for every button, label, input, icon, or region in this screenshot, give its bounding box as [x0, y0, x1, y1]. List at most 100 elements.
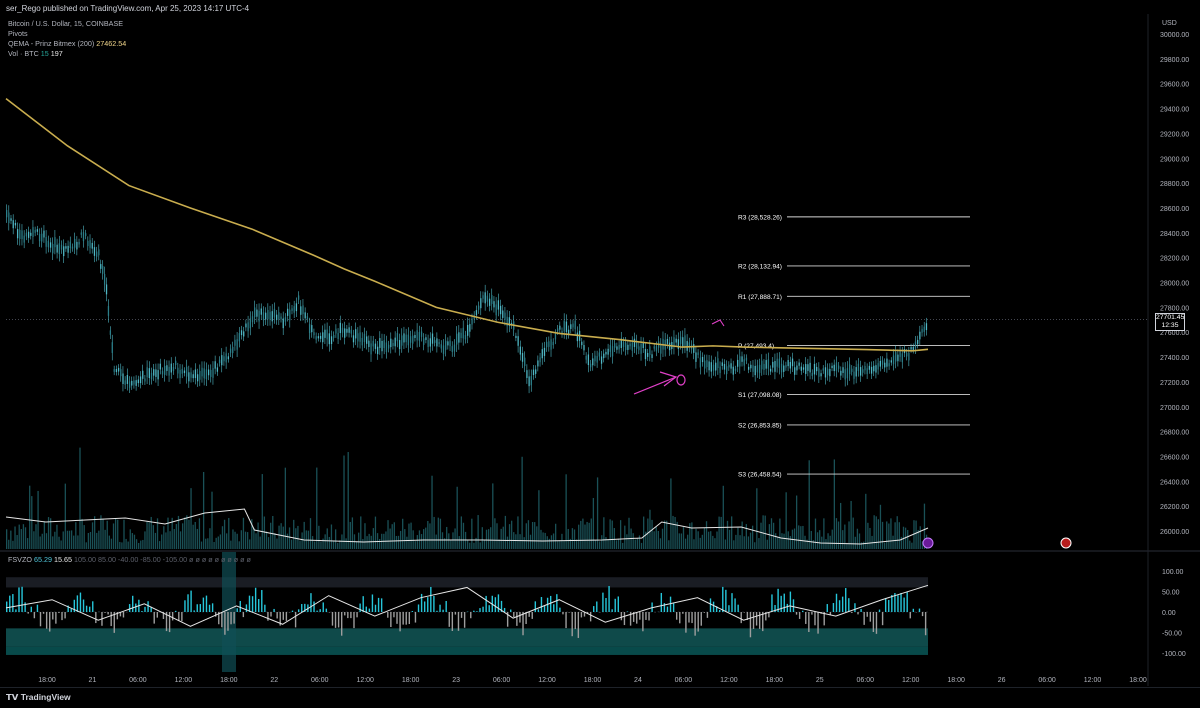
volume-bar [423, 529, 424, 549]
candle-body [829, 369, 830, 376]
volume-bar [771, 518, 772, 549]
osc-histogram-bar [744, 612, 745, 613]
candle-body [759, 365, 760, 373]
osc-histogram-bar [181, 612, 182, 621]
osc-histogram-bar [221, 612, 222, 627]
volume-bar [762, 515, 763, 549]
volume-bar [425, 528, 426, 549]
osc-histogram-bar [479, 608, 480, 612]
candle-body [26, 233, 27, 237]
osc-histogram-bar [412, 611, 413, 612]
osc-histogram-bar [639, 612, 640, 620]
volume-bar [69, 531, 70, 549]
candle-body [605, 352, 606, 354]
volume-bar [521, 457, 522, 549]
volume-bar [102, 519, 103, 549]
volume-bar [364, 523, 365, 549]
volume-bar [876, 516, 877, 549]
osc-histogram-bar [593, 606, 594, 612]
volume-bar [503, 527, 504, 549]
osc-histogram-bar [227, 612, 228, 631]
candle-body [719, 367, 720, 373]
candle-body [410, 336, 411, 343]
volume-bar [467, 540, 468, 549]
osc-histogram-bar [802, 611, 803, 612]
candle-body [886, 359, 887, 367]
volume-bar [532, 522, 533, 549]
osc-histogram-bar [341, 612, 342, 636]
candle-body [247, 322, 248, 331]
candle-body [100, 264, 101, 269]
time-axis-label: 12:00 [902, 677, 920, 684]
osc-histogram-bar [378, 598, 379, 612]
candle-body [792, 359, 793, 367]
osc-histogram-bar [808, 612, 809, 632]
volume-bar [136, 539, 137, 549]
volume-bar [253, 528, 254, 549]
volume-bar [888, 524, 889, 549]
volume-bar [618, 539, 619, 549]
candle-body [770, 369, 771, 372]
candle-body [730, 363, 731, 368]
osc-histogram-bar [701, 612, 702, 626]
candle-body [302, 305, 303, 314]
candle-body [708, 361, 709, 370]
candle-body [98, 249, 99, 255]
time-axis-label: 24 [634, 677, 642, 684]
bar-countdown: 12:35 [1156, 322, 1184, 330]
volume-bar [718, 517, 719, 549]
candle-body [160, 364, 161, 370]
candle-body [504, 313, 505, 320]
candle-body [168, 367, 169, 376]
candle-body [449, 341, 450, 347]
osc-histogram-bar [575, 612, 576, 629]
volume-bar [299, 541, 300, 549]
volume-bar [331, 524, 332, 549]
volume-bar [480, 542, 481, 549]
oscillator-legend[interactable]: FSVZO 65.29 15.65 105.00 85.00 -40.00 -8… [8, 555, 251, 564]
candle-body [96, 252, 97, 257]
volume-bar [800, 526, 801, 549]
time-axis-label: 12:00 [1084, 677, 1102, 684]
volume-bar [783, 534, 784, 549]
osc-histogram-bar [141, 611, 142, 612]
candle-body [557, 328, 558, 331]
candle-body [21, 230, 22, 239]
volume-bar [662, 529, 663, 549]
candle-body [342, 328, 343, 333]
osc-histogram-bar [326, 609, 327, 612]
volume-bar [628, 518, 629, 549]
tradingview-logo[interactable]: 𝗧𝗩 TradingView [6, 692, 71, 703]
osc-histogram-bar [169, 612, 170, 632]
candle-body [228, 356, 229, 359]
candle-body [667, 339, 668, 344]
osc-histogram-bar [682, 612, 683, 614]
volume-bar [534, 522, 535, 549]
osc-histogram-bar [372, 594, 373, 612]
candle-body [294, 306, 295, 313]
volume-bar [402, 519, 403, 549]
candle-body [456, 334, 457, 345]
volume-bar [119, 542, 120, 549]
candle-body [884, 363, 885, 368]
candle-body [289, 310, 290, 321]
osc-histogram-bar [713, 602, 714, 612]
candle-body [114, 369, 115, 372]
volume-bar [501, 529, 502, 549]
candle-body [195, 369, 196, 378]
candle-body [241, 330, 242, 335]
volume-bar [612, 521, 613, 549]
volume-bar [429, 523, 430, 549]
volume-bar [90, 532, 91, 549]
volume-bar [563, 541, 564, 549]
osc-histogram-bar [860, 609, 861, 612]
osc-histogram-bar [602, 593, 603, 612]
osc-histogram-bar [292, 611, 293, 612]
volume-bar [515, 534, 516, 549]
candle-body [634, 339, 635, 347]
candle-body [13, 220, 14, 228]
osc-histogram-bar [89, 607, 90, 612]
osc-histogram-bar [922, 612, 923, 616]
candle-body [902, 353, 903, 362]
